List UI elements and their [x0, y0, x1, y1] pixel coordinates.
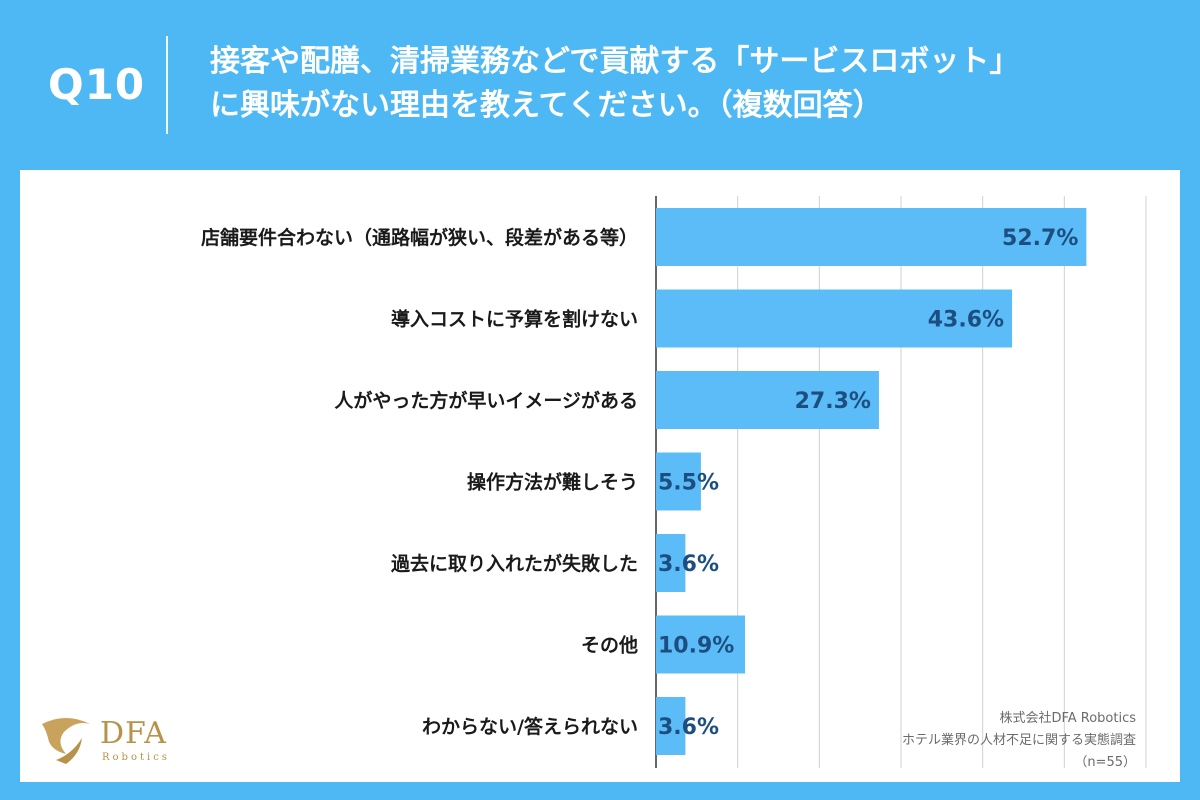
source-sample-size: （n=55） [1074, 755, 1136, 770]
bar-0 [656, 208, 1087, 266]
source-note: 株式会社DFA Robotics ホテル業界の人材不足に関する実態調査 （n=5… [902, 708, 1136, 774]
question-number: Q10 [48, 60, 146, 109]
value-label-3: 5.5% [658, 471, 719, 496]
chart-panel: 店舗要件合わない（通路幅が狭い、段差がある等） 52.7% 導入コストに予算を割けな… [20, 170, 1180, 782]
category-label-2: 人がやった方が早いイメージがある [334, 389, 638, 412]
bar-chart: 店舗要件合わない（通路幅が狭い、段差がある等） 52.7% 導入コストに予算を割けな… [201, 196, 1147, 768]
category-label-0: 店舗要件合わない（通路幅が狭い、段差がある等） [201, 226, 638, 249]
category-label-5: その他 [581, 634, 638, 657]
category-label-1: 導入コストに予算を割けない [391, 308, 638, 331]
header-divider [166, 36, 168, 134]
value-label-6: 3.6% [658, 715, 719, 740]
bar-4 [656, 534, 686, 592]
value-label-0: 52.7% [1002, 226, 1078, 251]
logo-swoosh-icon [42, 718, 90, 764]
bar-2 [656, 371, 879, 429]
source-survey: ホテル業界の人材不足に関する実態調査 [901, 733, 1136, 748]
value-label-1: 43.6% [928, 308, 1004, 333]
value-label-4: 3.6% [658, 552, 719, 577]
source-company: 株式会社DFA Robotics [999, 711, 1136, 726]
value-label-2: 27.3% [795, 389, 871, 414]
bar-1 [656, 289, 1013, 348]
bar-3 [656, 452, 701, 511]
value-label-5: 10.9% [658, 634, 734, 659]
logo-subtext: Robotics [102, 752, 170, 763]
company-logo: DFA Robotics [36, 710, 196, 770]
question-title-line-1: 接客や配膳、清掃業務などで貢献する「サービスロボット」 [210, 44, 1020, 79]
logo-text: DFA [100, 716, 167, 751]
question-title: 接客や配膳、清掃業務などで貢献する「サービスロボット」 に興味がない理由を教えて… [210, 40, 1170, 128]
category-label-6: わからない/答えられない [422, 715, 638, 738]
bar-6 [656, 697, 686, 755]
question-title-line-2: に興味がない理由を教えてください。（複数回答） [210, 88, 883, 123]
header: Q10 接客や配膳、清掃業務などで貢献する「サービスロボット」 に興味がない理由… [0, 0, 1200, 170]
bar-5 [656, 615, 746, 674]
category-label-3: 操作方法が難しそう [467, 471, 638, 494]
category-label-4: 過去に取り入れたが失敗した [391, 552, 638, 575]
